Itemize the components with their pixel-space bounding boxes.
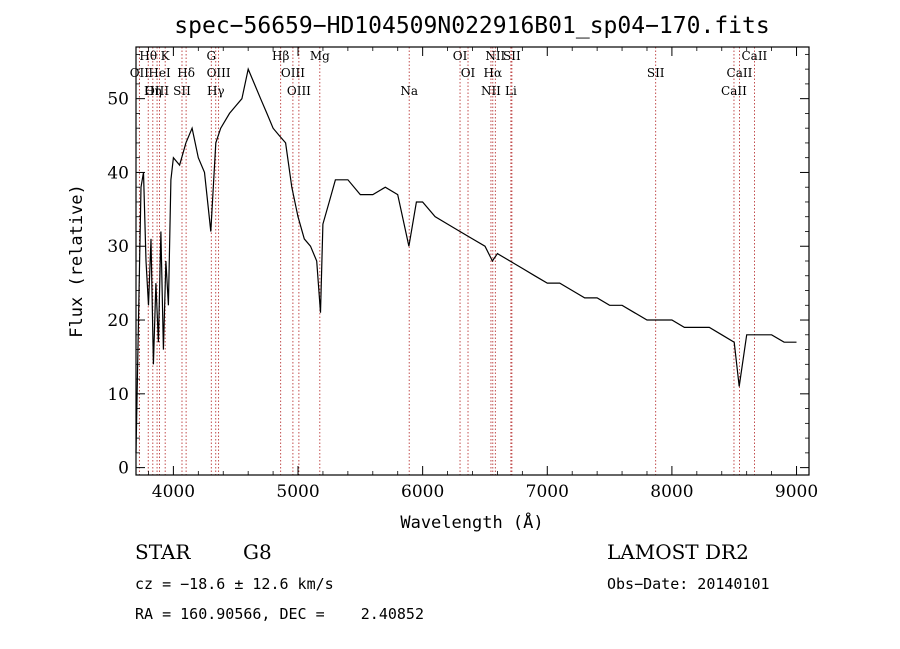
line-marker-label: OII: [130, 66, 150, 80]
line-marker-label: G: [206, 49, 216, 63]
object-subclass: G8: [243, 540, 272, 564]
line-marker-label: Hα: [484, 66, 503, 80]
redshift-value: cz = −18.6 ± 12.6 km/s: [135, 575, 334, 593]
emission-line-markers: [138, 47, 755, 475]
x-tick-label: 8000: [650, 482, 693, 502]
y-tick-label: 30: [107, 237, 129, 257]
y-tick-label: 50: [107, 90, 129, 110]
y-tick-label: 20: [107, 311, 129, 331]
x-tick-label: 4000: [152, 482, 195, 502]
y-axis-label: Flux (relative): [67, 184, 87, 338]
line-marker-label: Na: [400, 84, 418, 98]
line-marker-label: OI: [461, 66, 476, 80]
chart-title: spec−56659−HD104509N022916B01_sp04−170.f…: [174, 13, 769, 39]
line-marker-label: Hθ: [139, 49, 157, 63]
x-tick-label: 9000: [775, 482, 818, 502]
survey-name: LAMOST DR2: [607, 540, 749, 564]
line-marker-label: CaII: [721, 84, 747, 98]
line-marker-label: SII: [503, 49, 521, 63]
line-marker-label: OIII: [287, 84, 311, 98]
y-axis-ticks: 0 10 20 30 40 50: [107, 53, 809, 479]
x-tick-label: 6000: [401, 482, 444, 502]
line-marker-label: Hδ: [177, 66, 195, 80]
line-marker-label: Hβ: [272, 49, 289, 63]
line-marker-label: Hη: [144, 84, 162, 98]
y-tick-label: 10: [107, 385, 129, 405]
y-tick-label: 0: [118, 459, 129, 479]
x-tick-label: 5000: [276, 482, 319, 502]
line-marker-label: Hγ: [207, 84, 225, 98]
line-marker-label: NII: [481, 84, 501, 98]
plot-frame: [135, 46, 810, 476]
line-marker-label: SII: [173, 84, 191, 98]
coordinates: RA = 160.90566, DEC = 2.40852: [135, 605, 424, 623]
line-marker-label: HeI: [148, 66, 171, 80]
spectrum-series-line: [135, 67, 797, 453]
observation-date: Obs−Date: 20140101: [607, 575, 770, 593]
line-marker-label: CaII: [741, 49, 767, 63]
y-tick-label: 40: [107, 163, 129, 183]
x-axis-label: Wavelength (Å): [400, 511, 543, 533]
line-marker-label: NII: [485, 49, 505, 63]
line-marker-label: CaII: [727, 66, 753, 80]
line-marker-label: K: [161, 49, 171, 63]
x-tick-label: 7000: [526, 482, 569, 502]
line-marker-label: Li: [505, 84, 517, 98]
x-axis-ticks: 4000 5000 6000 7000 8000 9000: [148, 47, 818, 502]
object-class: STAR: [135, 540, 191, 564]
line-marker-label: OIII: [281, 66, 305, 80]
line-marker-label: OIII: [207, 66, 231, 80]
line-marker-label: OIII: [145, 84, 169, 98]
line-marker-label: Mg: [310, 49, 330, 63]
line-marker-label: SII: [647, 66, 665, 80]
line-marker-label: OI: [453, 49, 468, 63]
